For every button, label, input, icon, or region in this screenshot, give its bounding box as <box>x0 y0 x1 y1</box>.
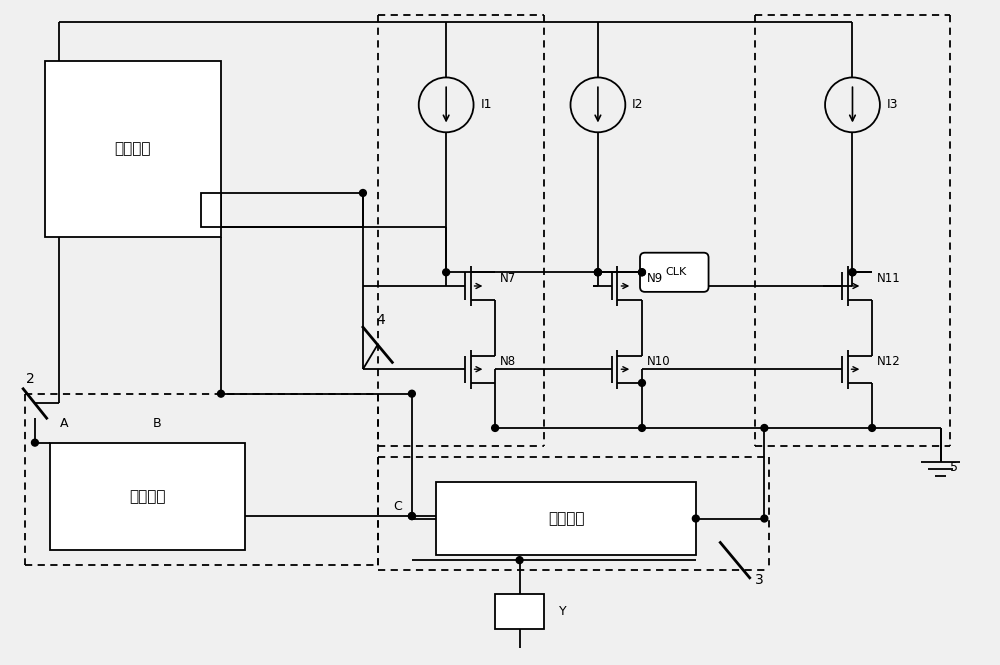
Bar <box>201 193 221 227</box>
Text: 3: 3 <box>755 573 763 587</box>
Text: 检波电路: 检波电路 <box>129 489 166 504</box>
Text: 主体回路: 主体回路 <box>115 142 151 156</box>
Circle shape <box>408 513 415 519</box>
Text: CLK: CLK <box>666 267 687 277</box>
Circle shape <box>849 269 856 276</box>
Text: 反馈回路: 反馈回路 <box>548 511 584 526</box>
Circle shape <box>761 515 768 522</box>
Circle shape <box>761 424 768 432</box>
Bar <box>50 443 245 551</box>
Text: A: A <box>60 416 69 430</box>
Circle shape <box>359 190 366 196</box>
Circle shape <box>408 390 415 397</box>
Text: N9: N9 <box>647 272 663 285</box>
Text: N11: N11 <box>877 272 901 285</box>
Bar <box>45 61 221 237</box>
Circle shape <box>639 269 645 276</box>
Circle shape <box>218 390 224 397</box>
Circle shape <box>594 269 601 276</box>
Text: N10: N10 <box>647 355 670 368</box>
Text: 2: 2 <box>26 372 34 386</box>
Text: B: B <box>153 416 162 430</box>
Circle shape <box>492 424 499 432</box>
Circle shape <box>869 424 875 432</box>
Circle shape <box>849 269 856 276</box>
Circle shape <box>594 269 601 276</box>
Circle shape <box>594 269 601 276</box>
Circle shape <box>639 269 645 276</box>
Circle shape <box>639 380 645 386</box>
Circle shape <box>639 424 645 432</box>
Text: I2: I2 <box>632 98 644 111</box>
Circle shape <box>516 557 523 563</box>
Circle shape <box>443 269 450 276</box>
Bar <box>436 482 696 555</box>
Circle shape <box>408 513 415 519</box>
Bar <box>495 595 544 628</box>
Text: N8: N8 <box>500 355 516 368</box>
Text: Y: Y <box>559 605 566 618</box>
Text: 4: 4 <box>376 313 385 327</box>
Circle shape <box>692 515 699 522</box>
Circle shape <box>31 439 38 446</box>
Text: 5: 5 <box>950 461 958 473</box>
Text: I1: I1 <box>480 98 492 111</box>
FancyBboxPatch shape <box>640 253 709 292</box>
Text: N7: N7 <box>500 272 516 285</box>
Text: C: C <box>393 500 402 513</box>
Text: N12: N12 <box>877 355 901 368</box>
Text: I3: I3 <box>887 98 898 111</box>
